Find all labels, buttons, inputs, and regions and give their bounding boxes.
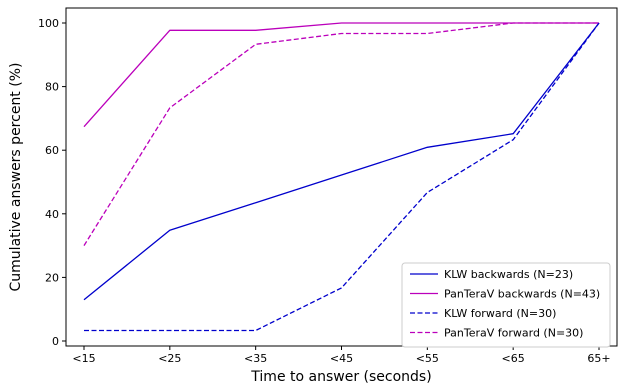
x-tick-label: 65+ [587,352,610,365]
x-axis-label: Time to answer (seconds) [250,369,431,385]
legend: KLW backwards (N=23) PanTeraV backwards (… [401,262,611,348]
x-axis-ticks: <15 <25 <35 <45 <55 <65 65+ [72,346,611,365]
y-tick-label: 80 [45,81,59,94]
series-line-1 [83,22,600,301]
y-tick-label: 60 [45,144,59,157]
y-tick-label: 0 [52,335,59,348]
y-axis-label: Cumulative answers percent (%) [8,63,24,292]
x-tick-label: <45 [330,352,353,365]
legend-label: PanTeraV forward (N=30) [444,327,583,340]
y-tick-label: 100 [38,17,59,30]
series-line-2 [83,22,599,128]
y-tick-label: 40 [45,208,59,221]
x-tick-label: <35 [244,352,267,365]
x-tick-label: <15 [72,352,95,365]
x-tick-label: <65 [502,352,525,365]
x-tick-label: <55 [416,352,439,365]
series-line-3 [84,22,600,332]
legend-label: KLW forward (N=30) [444,307,556,320]
legend-box [401,262,611,348]
legend-label: KLW backwards (N=23) [444,268,573,281]
legend-label: PanTeraV backwards (N=43) [444,288,600,301]
y-axis-ticks: 0 20 40 60 80 100 [38,17,66,348]
x-tick-label: <25 [158,352,181,365]
series-line-4 [83,22,599,246]
series-layer [83,22,600,332]
y-tick-label: 20 [45,271,59,284]
